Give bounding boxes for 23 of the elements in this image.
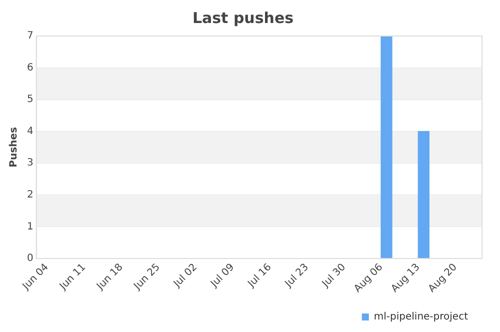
y-tick-label: 1 — [26, 221, 34, 232]
x-tick-label: Jul 09 — [208, 262, 237, 290]
x-tick-label: Jun 25 — [132, 262, 162, 293]
x-tick-label: Jun 11 — [57, 262, 88, 293]
x-tick-label: Jul 30 — [320, 262, 348, 290]
y-tick-label: 7 — [26, 30, 34, 42]
x-tick-label: Jul 16 — [245, 262, 274, 290]
y-tick-label: 4 — [26, 126, 34, 137]
x-tick-label: Jul 23 — [282, 262, 311, 290]
x-tick-label: Jun 04 — [20, 262, 51, 293]
y-tick-label: 2 — [26, 189, 34, 200]
x-tick-label: Aug 06 — [352, 262, 386, 295]
legend-label: ml-pipeline-project — [374, 312, 468, 323]
x-tick-label: Jun 18 — [94, 262, 126, 293]
chart-title: Last pushes — [192, 8, 294, 27]
y-tick-label: 5 — [26, 94, 34, 106]
y-tick-label: 3 — [26, 158, 34, 169]
y-axis-title: Pushes — [8, 127, 20, 168]
y-tick-label: 0 — [26, 253, 34, 264]
x-tick-label: Jul 02 — [171, 262, 200, 290]
x-tick-label: Aug 13 — [389, 262, 422, 295]
y-tick-label: 6 — [26, 62, 34, 74]
x-tick-label: Aug 20 — [426, 262, 460, 295]
